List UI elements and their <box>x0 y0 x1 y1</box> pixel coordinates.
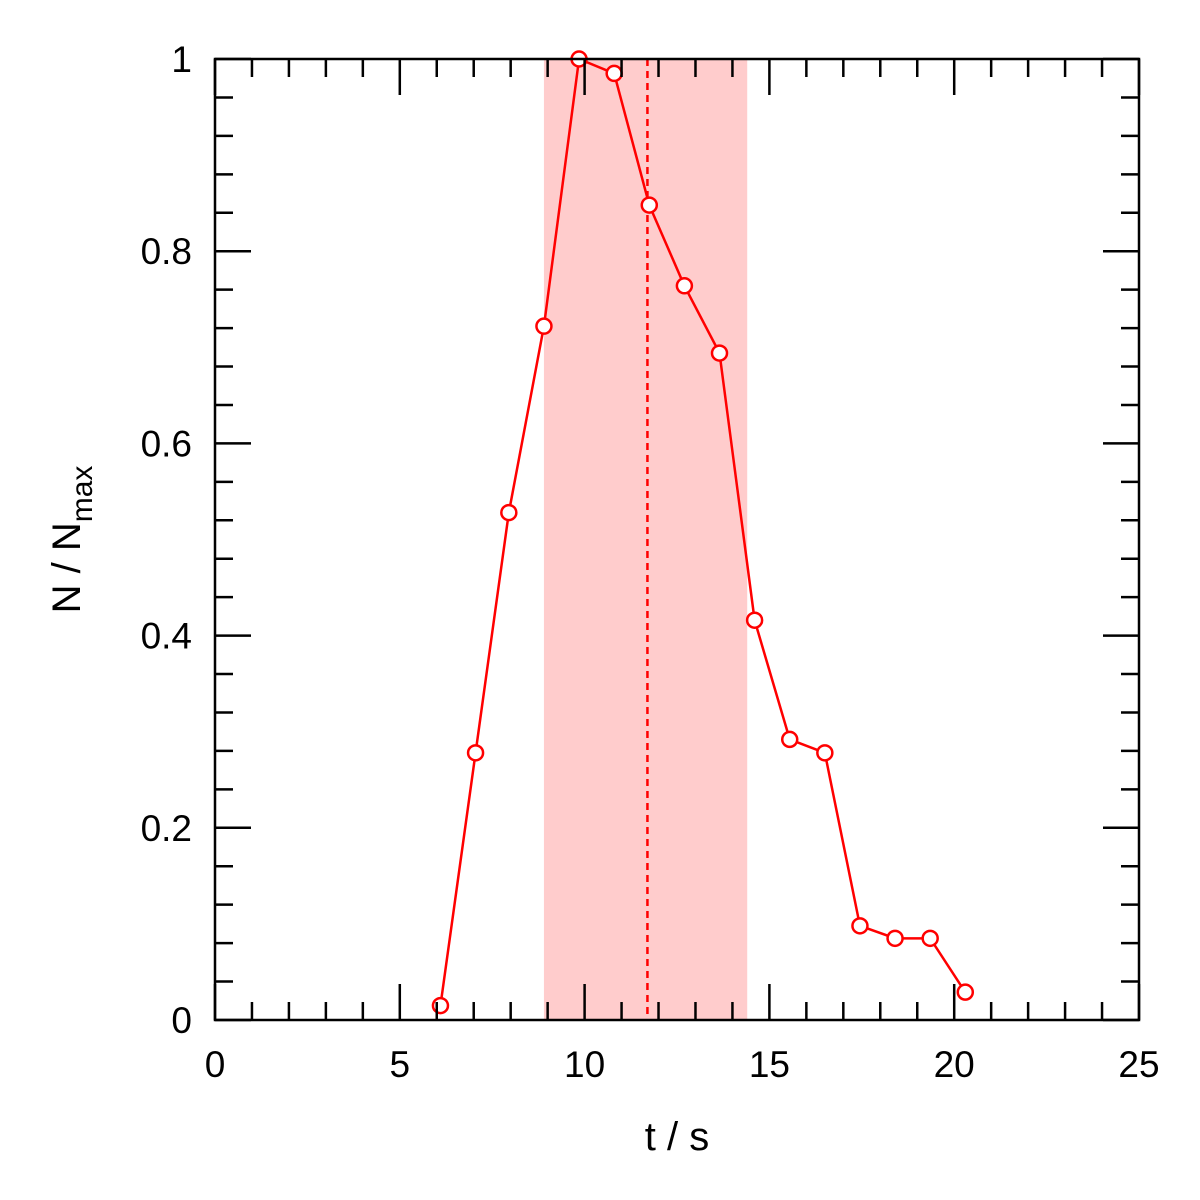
y-tick-label: 1 <box>171 39 192 80</box>
data-point <box>816 744 834 762</box>
data-point <box>956 983 975 1001</box>
data-point <box>921 929 939 948</box>
data-point <box>780 730 799 749</box>
y-axis-label-subscript: max <box>66 466 99 523</box>
y-tick-label: 0.4 <box>141 616 192 657</box>
y-tick-label: 0 <box>171 1000 192 1041</box>
y-axis-label: N / Nmax <box>45 466 99 614</box>
data-point <box>500 503 518 522</box>
data-point <box>535 317 553 335</box>
plot-frame <box>213 57 1141 1022</box>
x-tick-label: 25 <box>1118 1044 1159 1085</box>
data-point <box>466 744 485 762</box>
shaded-region-layer <box>543 59 748 1020</box>
tick-labels: 0 5 10 15 20 25 0 0.2 0.4 0.6 0.8 1 <box>141 39 1160 1085</box>
data-point <box>710 344 729 362</box>
shaded-region <box>543 59 748 1020</box>
data-point <box>745 611 764 629</box>
data-point <box>675 277 694 295</box>
x-tick-label: 10 <box>564 1044 605 1085</box>
x-axis-label: t / s <box>645 1115 709 1159</box>
data-point <box>605 64 623 83</box>
data-point <box>431 996 450 1015</box>
data-point <box>886 929 904 948</box>
series-line <box>439 57 967 1006</box>
x-tick-label: 20 <box>934 1044 975 1085</box>
data-point <box>640 196 659 214</box>
y-axis-label-main: N / N <box>45 522 89 613</box>
data-point <box>851 917 869 935</box>
x-tick-label: 15 <box>749 1044 790 1085</box>
y-tick-label: 0.6 <box>141 423 192 464</box>
x-tick-label: 0 <box>205 1044 226 1085</box>
y-tick-label: 0.2 <box>141 808 192 849</box>
x-tick-label: 5 <box>390 1044 411 1085</box>
y-tick-label: 0.8 <box>141 231 192 272</box>
series-layer <box>431 50 975 1015</box>
